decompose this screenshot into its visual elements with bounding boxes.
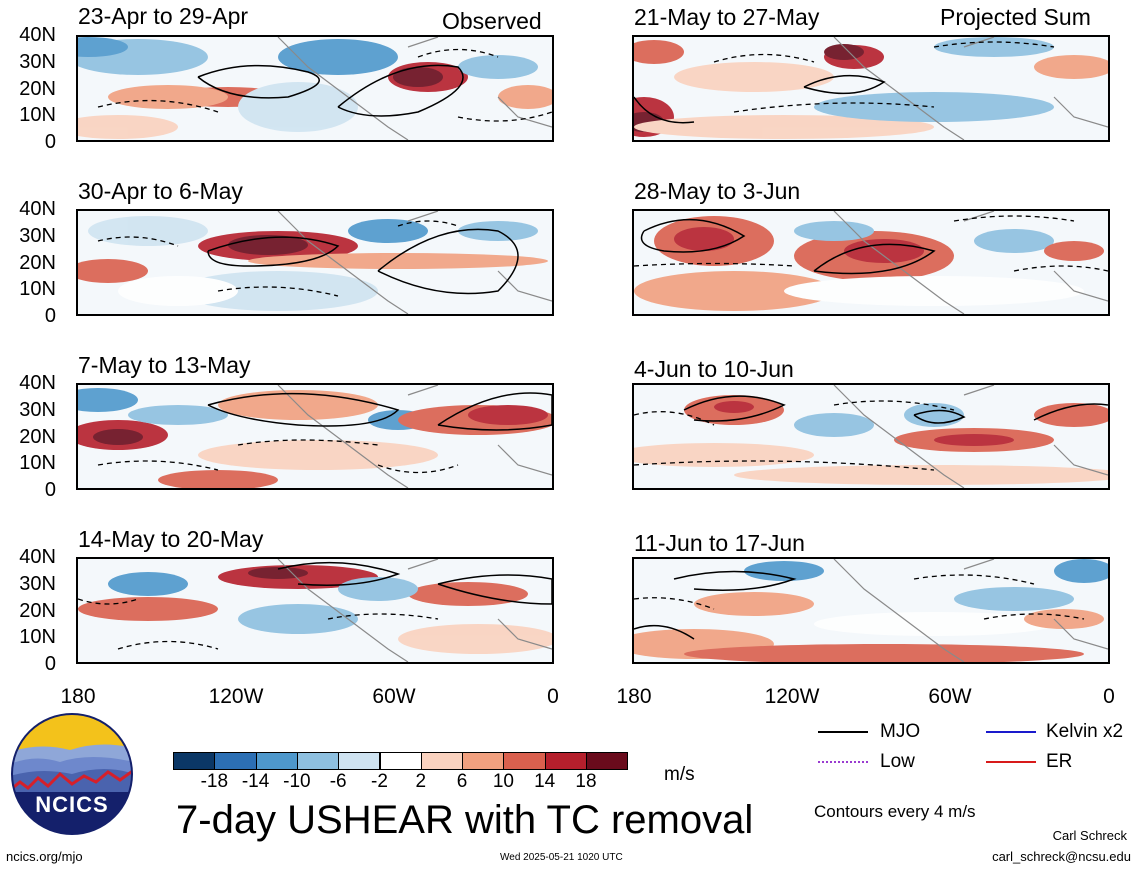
- colorbar-label: -2: [371, 771, 388, 792]
- legend-line-low: [818, 761, 868, 763]
- lat-label: 0: [44, 653, 56, 675]
- map-panel-right-4: [632, 557, 1110, 664]
- panel-title: 11-Jun to 17-Jun: [634, 530, 805, 556]
- lat-label: 40N: [19, 546, 56, 568]
- map-panel-left-3: [76, 383, 554, 490]
- lon-label: 60W: [928, 685, 972, 708]
- colorbar-cell: [462, 752, 505, 770]
- lat-label: 30N: [19, 572, 56, 595]
- lat-label: 10N: [19, 104, 56, 127]
- ncics-logo: NCICS: [10, 712, 134, 836]
- map-panel-right-2: [632, 209, 1110, 316]
- footer-timestamp: Wed 2025-05-21 1020 UTC: [500, 852, 623, 863]
- lat-label: 10N: [19, 626, 56, 649]
- lon-label: 120W: [208, 685, 264, 708]
- colorbar-cell: [173, 752, 216, 770]
- legend-label-kelvin: Kelvin x2: [1046, 721, 1124, 742]
- lat-label: 0: [44, 131, 56, 153]
- footer-author: Carl Schreck: [1052, 828, 1127, 843]
- panel-title: 4-Jun to 10-Jun: [634, 356, 794, 382]
- contour-note: Contours every 4 m/s: [814, 802, 976, 821]
- colorbar-cell: [586, 752, 629, 770]
- map-panel-left-1: [76, 35, 554, 142]
- lat-label: 10N: [19, 452, 56, 475]
- map-panel-left-4: [76, 557, 554, 664]
- legend-line-mjo: [818, 731, 868, 733]
- lat-label: 0: [44, 479, 56, 501]
- legend-line-kelvin: [986, 731, 1036, 733]
- colorbar-cell: [296, 752, 340, 770]
- lat-label: 30N: [19, 398, 56, 421]
- panel-title: 7-May to 13-May: [78, 352, 251, 378]
- map-panel-left-2: [76, 209, 554, 316]
- legend-label-er: ER: [1046, 751, 1073, 772]
- lon-label: 180: [60, 685, 96, 708]
- colorbar-label: 14: [534, 771, 556, 792]
- colorbar-label: -10: [283, 771, 311, 792]
- lat-label: 0: [44, 305, 56, 327]
- logo-text: NCICS: [35, 792, 109, 817]
- lat-label: 40N: [19, 198, 56, 220]
- lon-label: 0: [547, 685, 559, 708]
- colorbar-cell: [338, 752, 381, 770]
- panel-title: 23-Apr to 29-Apr: [78, 3, 249, 29]
- map-panel-right-3: [632, 383, 1110, 490]
- legend-line-er: [986, 761, 1036, 763]
- colorbar-cell: [214, 752, 257, 770]
- lat-label: 30N: [19, 50, 56, 73]
- lat-label: 20N: [19, 599, 56, 622]
- colorbar-label: -14: [241, 771, 270, 792]
- panel-title: 21-May to 27-May: [634, 4, 820, 30]
- footer-url[interactable]: ncics.org/mjo: [6, 849, 83, 864]
- projected-sum-label: Projected Sum: [940, 4, 1091, 30]
- lat-label: 40N: [19, 24, 56, 46]
- legend-label-mjo: MJO: [880, 721, 921, 742]
- panel-title: 30-Apr to 6-May: [78, 178, 243, 204]
- colorbar-label: 6: [456, 771, 468, 792]
- lat-label: 30N: [19, 224, 56, 247]
- colorbar-cell: [503, 752, 546, 770]
- colorbar-label: -18: [200, 771, 229, 792]
- colorbar-label: -6: [329, 771, 347, 792]
- legend-label-low: Low: [880, 751, 915, 772]
- footer-email: carl_schreck@ncsu.edu: [992, 849, 1131, 864]
- colorbar-cell: [379, 752, 422, 770]
- lon-label: 120W: [764, 685, 820, 708]
- map-panel-right-1: [632, 35, 1110, 142]
- panel-title: 28-May to 3-Jun: [634, 178, 801, 204]
- panel-title: 14-May to 20-May: [78, 526, 264, 552]
- lat-label: 40N: [19, 372, 56, 394]
- colorbar-label: 10: [492, 771, 514, 792]
- colorbar-cell: [420, 752, 464, 770]
- colorbar-unit: m/s: [664, 764, 695, 785]
- colorbar-cell: [544, 752, 587, 770]
- lon-label: 0: [1103, 685, 1115, 708]
- colorbar-label: 2: [415, 771, 427, 792]
- lon-label: 180: [616, 685, 652, 708]
- colorbar-cell: [255, 752, 298, 770]
- lat-label: 20N: [19, 77, 56, 100]
- lat-label: 20N: [19, 425, 56, 448]
- lat-label: 10N: [19, 278, 56, 301]
- colorbar-label: 18: [575, 771, 597, 792]
- lat-label: 20N: [19, 251, 56, 274]
- lon-label: 60W: [372, 685, 416, 708]
- observed-label: Observed: [442, 8, 542, 34]
- main-title: 7-day USHEAR with TC removal: [176, 798, 754, 842]
